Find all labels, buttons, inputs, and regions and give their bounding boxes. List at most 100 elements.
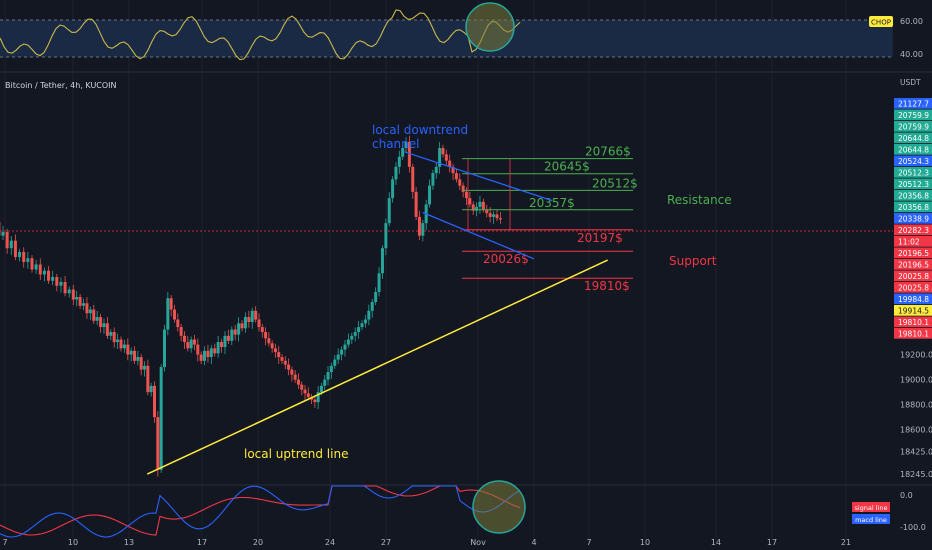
candle-body (461, 185, 465, 192)
price-tag (894, 259, 932, 270)
candle-body (417, 216, 421, 236)
chop-badge (869, 16, 893, 27)
time-tick: 20 (253, 538, 263, 547)
price-tag-label: 19810.1 (898, 318, 929, 327)
candle-body (316, 392, 320, 403)
candle-body (122, 344, 126, 349)
candle-body (189, 339, 193, 349)
price-tag (894, 247, 932, 259)
price-tag (894, 293, 932, 305)
candle-body (176, 319, 180, 328)
candle-body (267, 338, 271, 344)
candle-body (156, 417, 160, 470)
price-tag (894, 305, 932, 316)
price-tag (894, 213, 932, 224)
price-tag (894, 190, 932, 201)
candle-body (129, 350, 133, 355)
candle-body (377, 273, 381, 292)
time-tick: 10 (640, 538, 650, 547)
candle-body (333, 359, 337, 366)
chop-panel: CHOP 60.00 40.00 (0, 2, 923, 61)
candle-body (230, 329, 234, 341)
support-value: 20197$ (577, 231, 623, 245)
price-tag (894, 270, 932, 282)
price-tick: 18800.0 (900, 401, 932, 410)
candle-body (264, 332, 268, 339)
candle-body (448, 160, 452, 167)
chop-badge-label: CHOP (871, 19, 891, 27)
candle-body (223, 335, 227, 348)
macd-level-neg100: -100.0 (900, 523, 926, 532)
candle-body (78, 297, 82, 306)
price-tag (894, 98, 932, 109)
chop-level-60: 60.00 (900, 17, 923, 26)
trend-lines (146, 151, 608, 475)
candle-body (394, 166, 398, 180)
candle-body (441, 148, 445, 155)
candle-body (139, 357, 143, 370)
candle-body (30, 258, 34, 270)
candle-body (166, 298, 170, 330)
candle-body (88, 309, 92, 314)
candle-body (478, 201, 482, 207)
downtrend-channel-line (422, 211, 535, 260)
candle-body (353, 332, 357, 336)
candle-body (471, 204, 475, 211)
candle-body (112, 332, 116, 343)
price-tag (894, 121, 932, 132)
support-label: Support (669, 254, 717, 268)
candle-body (192, 339, 196, 345)
candle-body (240, 323, 244, 329)
price-tag (894, 178, 932, 190)
candle-body (203, 350, 207, 361)
resistance-value: 20645$ (544, 160, 590, 174)
candle-body (391, 179, 395, 199)
price-tag (894, 224, 932, 236)
candle-body (350, 335, 354, 340)
candle-body (247, 317, 251, 323)
candle-body (75, 297, 79, 300)
candle-body (206, 350, 210, 358)
time-axis[interactable]: 7 10 13 17 20 24 27 Nov 4 7 10 14 17 21 (2, 538, 851, 547)
candle-body (51, 276, 55, 281)
candle-body (38, 264, 42, 275)
candle-body (323, 379, 327, 386)
candle-body (374, 292, 378, 303)
chop-highlight-circle (465, 2, 515, 52)
candle-body (287, 364, 291, 370)
candle-body (179, 327, 183, 336)
candle-body (336, 354, 340, 360)
price-axis[interactable]: 19200.0 19000.0 18800.0 18600.0 18425.0 18245… (900, 351, 932, 480)
support-value: 20026$ (483, 252, 529, 266)
price-tag-label: 19914.5 (898, 306, 929, 315)
candle-body (492, 214, 496, 217)
time-tick: Nov (470, 538, 486, 547)
downtrend-label-line2: channel (372, 137, 419, 151)
chop-band (0, 20, 893, 57)
price-tag-label: 20338.9 (898, 214, 929, 223)
price-tag (894, 167, 932, 178)
resistance-value: 20512$ (592, 176, 638, 190)
candle-body (34, 264, 38, 270)
candle-body (431, 173, 435, 186)
candle-body (340, 349, 344, 355)
time-tick: 13 (124, 538, 134, 547)
chop-level-40: 40.00 (900, 50, 923, 59)
candle-body (326, 372, 330, 380)
price-tag (894, 132, 932, 144)
candle-body (367, 310, 371, 320)
price-tag-label: 20196.5 (898, 260, 929, 269)
candle-body (146, 365, 150, 393)
uptrend-line (146, 259, 608, 475)
candle-body (458, 179, 462, 186)
time-tick: 10 (68, 538, 78, 547)
macd-signal-line (0, 485, 521, 536)
candle-body (468, 198, 472, 205)
candle-body (346, 339, 350, 345)
price-tick: 18600.0 (900, 426, 932, 435)
uptrend-label: local uptrend line (244, 447, 348, 461)
candle-body (464, 191, 468, 199)
time-tick: 14 (711, 538, 721, 547)
candle-body (109, 332, 113, 336)
